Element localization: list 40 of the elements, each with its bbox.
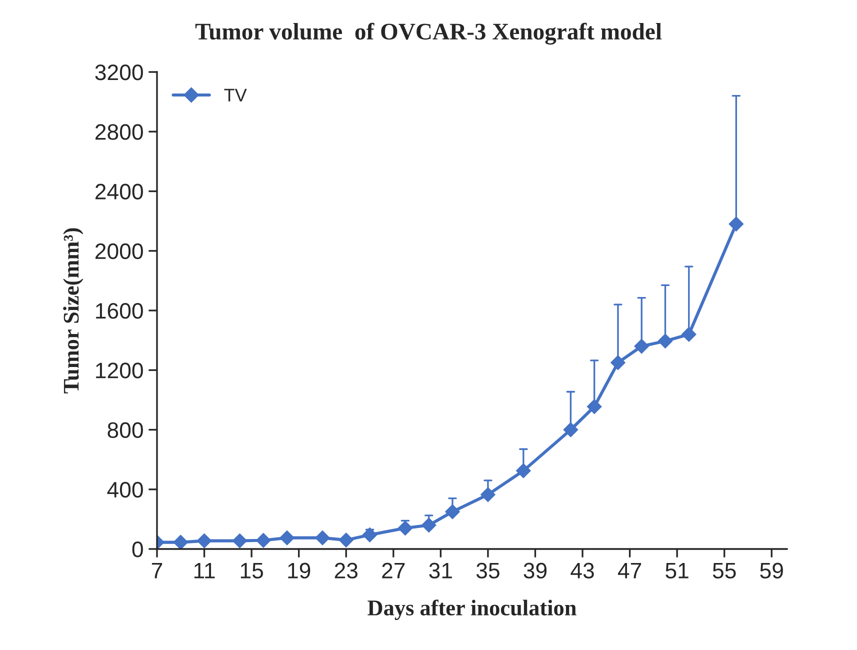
point <box>398 520 413 536</box>
x-tick-label: 59 <box>760 562 783 579</box>
x-tick-label: 7 <box>152 563 162 578</box>
point <box>196 533 212 548</box>
point <box>586 399 602 414</box>
y-tick-label: 1200 <box>96 362 143 378</box>
chart-title: Tumor volume of OVCAR-3 Xenograft model <box>195 22 662 45</box>
point <box>563 422 578 438</box>
point <box>280 530 294 546</box>
x-tick-label: 43 <box>570 562 594 579</box>
point <box>362 527 378 542</box>
x-tick-label: 35 <box>476 562 500 579</box>
x-tick-label: 51 <box>666 563 688 579</box>
point <box>256 532 271 548</box>
x-tick-label: 39 <box>524 562 547 579</box>
y-tick-label: 800 <box>108 422 143 438</box>
y-tick-label: 400 <box>107 482 143 498</box>
point <box>338 532 354 548</box>
x-tick-label: 47 <box>618 563 642 578</box>
y-tick-label: 3200 <box>95 64 143 80</box>
point <box>232 533 248 548</box>
point <box>682 326 696 342</box>
x-tick-label: 23 <box>334 562 358 579</box>
point <box>173 534 188 549</box>
x-tick-label: 31 <box>429 562 452 579</box>
x-axis-title: Days after inoculation <box>368 600 576 620</box>
y-tick-label: 2800 <box>95 124 143 140</box>
x-tick-label: 55 <box>712 563 736 579</box>
x-tick-label: 19 <box>288 562 310 579</box>
y-tick-label: 0 <box>132 542 143 558</box>
y-tick-label: 2400 <box>95 184 143 200</box>
y-tick-label: 1600 <box>96 303 143 319</box>
y-axis-title: Tumor Size(mm³) <box>63 228 84 394</box>
point <box>421 518 436 533</box>
x-tick-label: 27 <box>382 562 405 578</box>
x-tick-label: 11 <box>194 563 215 578</box>
point <box>315 530 330 546</box>
y-tick-label: 2000 <box>95 243 143 260</box>
x-tick-label: 15 <box>240 563 263 579</box>
legend-label: TV <box>224 88 247 102</box>
